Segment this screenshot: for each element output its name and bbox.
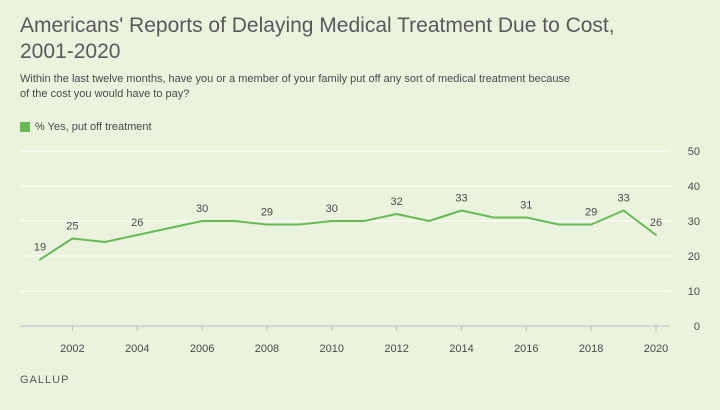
series-layer bbox=[39, 209, 657, 261]
data-label: 29 bbox=[261, 207, 273, 219]
y-tick-label: 50 bbox=[688, 146, 700, 158]
legend-label: % Yes, put off treatment bbox=[35, 121, 152, 133]
data-labels: 19 25 26 30 29 30 32 33 31 29 33 26 bbox=[34, 193, 662, 254]
source-label: GALLUP bbox=[20, 374, 70, 386]
data-label: 26 bbox=[650, 217, 662, 229]
y-tick-label: 20 bbox=[688, 251, 700, 263]
x-tick-label: 2020 bbox=[644, 343, 668, 355]
x-tick-label: 2010 bbox=[320, 343, 344, 355]
grid-lines bbox=[20, 150, 670, 327]
x-tick-label: 2008 bbox=[255, 343, 279, 355]
data-label: 26 bbox=[131, 217, 143, 229]
x-tick-label: 2004 bbox=[125, 343, 149, 355]
data-label: 29 bbox=[585, 207, 597, 219]
data-label: 31 bbox=[520, 200, 532, 212]
y-axis-ticks: 0 10 20 30 40 50 bbox=[688, 146, 700, 333]
chart-title: Americans' Reports of Delaying Medical T… bbox=[20, 14, 615, 63]
x-tick-label: 2016 bbox=[514, 343, 538, 355]
x-tick-label: 2012 bbox=[384, 343, 408, 355]
x-tick-label: 2018 bbox=[579, 343, 603, 355]
data-label: 32 bbox=[391, 196, 403, 208]
series-line bbox=[39, 209, 657, 261]
y-tick-label: 30 bbox=[688, 216, 700, 228]
x-tick-label: 2002 bbox=[60, 343, 84, 355]
legend: % Yes, put off treatment bbox=[20, 121, 152, 133]
data-label: 19 bbox=[34, 242, 46, 254]
chart-subtitle: Within the last twelve months, have you … bbox=[20, 73, 571, 100]
legend-swatch bbox=[20, 122, 30, 132]
data-label: 33 bbox=[617, 193, 629, 205]
x-tick-label: 2006 bbox=[190, 343, 214, 355]
data-label: 30 bbox=[326, 203, 338, 215]
data-label: 33 bbox=[455, 193, 467, 205]
data-label: 25 bbox=[66, 221, 78, 233]
x-tick-label: 2014 bbox=[449, 343, 473, 355]
x-axis-ticks: 2002 2004 2006 2008 2010 2012 2014 2016 2018 2020 bbox=[60, 326, 668, 355]
y-tick-label: 10 bbox=[688, 286, 700, 298]
data-label: 30 bbox=[196, 203, 208, 215]
y-tick-label: 0 bbox=[694, 321, 700, 333]
y-tick-label: 40 bbox=[688, 181, 700, 193]
